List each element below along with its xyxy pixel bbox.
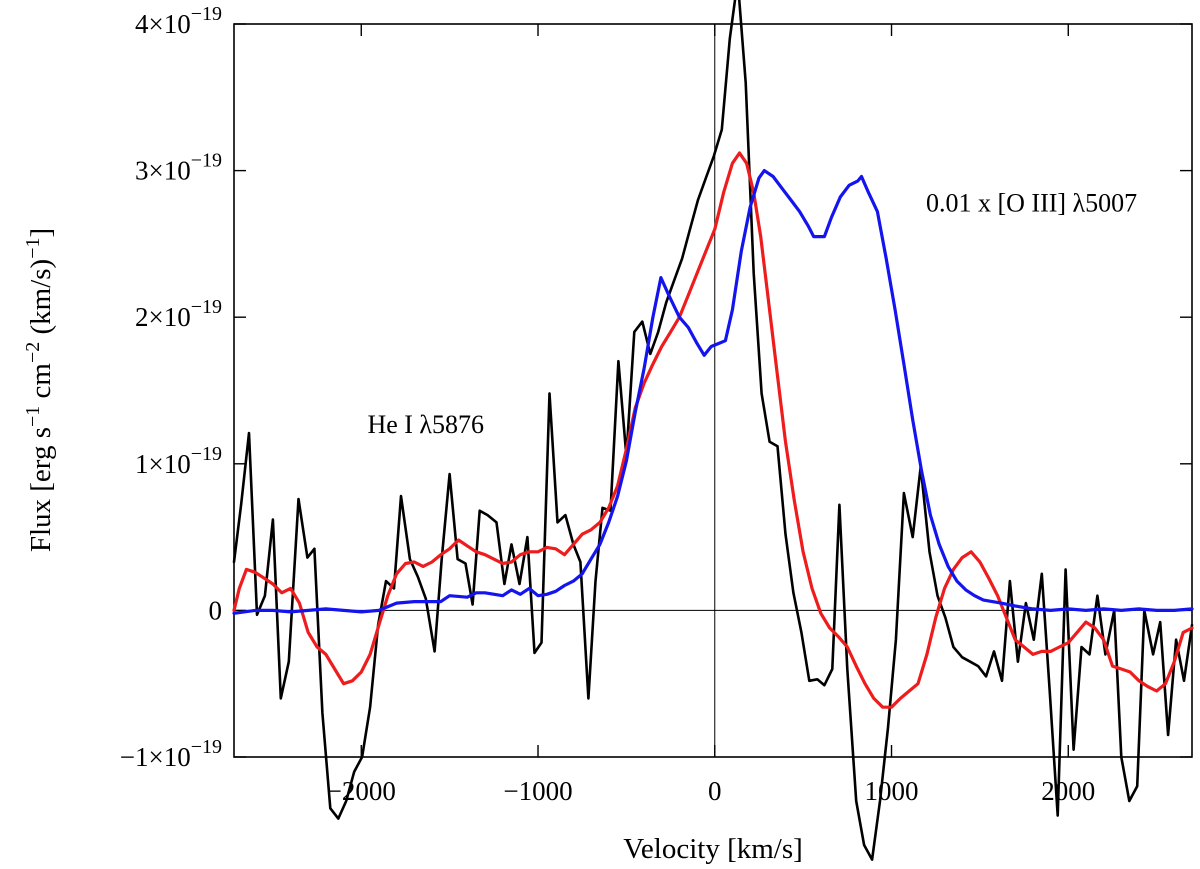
y-tick-label-base: −1×10 bbox=[120, 742, 191, 772]
series-line-1 bbox=[232, 151, 1194, 709]
y-tick-label-exponent: −19 bbox=[191, 736, 222, 758]
y-tick-label-exponent: −19 bbox=[191, 296, 222, 318]
y-axis-title-exp: −1 bbox=[22, 406, 44, 427]
series-line-0 bbox=[232, 0, 1194, 861]
y-axis-title-exp: −1 bbox=[22, 238, 44, 259]
x-axis-title: Velocity [km/s] bbox=[623, 833, 803, 865]
y-tick-label-exponent: −19 bbox=[191, 3, 222, 25]
y-tick-label-base: 3×10 bbox=[135, 156, 191, 186]
y-tick-label: 0 bbox=[209, 595, 223, 625]
x-axis-ticks: −2000 −1000 0 1000 2000 bbox=[327, 24, 1095, 806]
y-tick-label-exponent: −19 bbox=[191, 150, 222, 172]
y-tick-label-exponent: −19 bbox=[191, 443, 222, 465]
x-tick-label: 0 bbox=[708, 776, 722, 806]
annotation-he-i: He I λ5876 bbox=[367, 410, 484, 439]
y-axis-title: Flux [erg s−1 cm−2 (km/s)−1] bbox=[22, 228, 57, 552]
y-axis-title-exp: −2 bbox=[22, 342, 44, 363]
x-tick-label: 1000 bbox=[865, 776, 919, 806]
y-axis-title-part: ] bbox=[25, 228, 57, 238]
series-line-2 bbox=[232, 169, 1194, 615]
y-tick-label: 3×10−19 bbox=[135, 150, 222, 186]
y-axis-title-part: Flux [erg s bbox=[25, 427, 57, 552]
x-tick-label: 2000 bbox=[1041, 776, 1095, 806]
x-tick-label: −2000 bbox=[327, 776, 396, 806]
y-tick-label: 1×10−19 bbox=[135, 443, 222, 479]
series-layer bbox=[232, 0, 1194, 861]
y-tick-label-base: 1×10 bbox=[135, 449, 191, 479]
y-axis-title-part: cm bbox=[25, 363, 57, 406]
annotation-o-iii: 0.01 x [O III] λ5007 bbox=[926, 189, 1137, 218]
y-tick-label: −1×10−19 bbox=[120, 736, 222, 772]
y-tick-label: 2×10−19 bbox=[135, 296, 222, 332]
y-tick-label: 4×10−19 bbox=[135, 3, 222, 39]
plot-frame bbox=[233, 23, 1193, 758]
y-tick-label-base: 0 bbox=[209, 595, 223, 625]
y-tick-label-base: 2×10 bbox=[135, 302, 191, 332]
x-tick-label: −1000 bbox=[503, 776, 572, 806]
y-tick-label-base: 4×10 bbox=[135, 9, 191, 39]
y-axis-title-part: (km/s) bbox=[25, 259, 57, 342]
